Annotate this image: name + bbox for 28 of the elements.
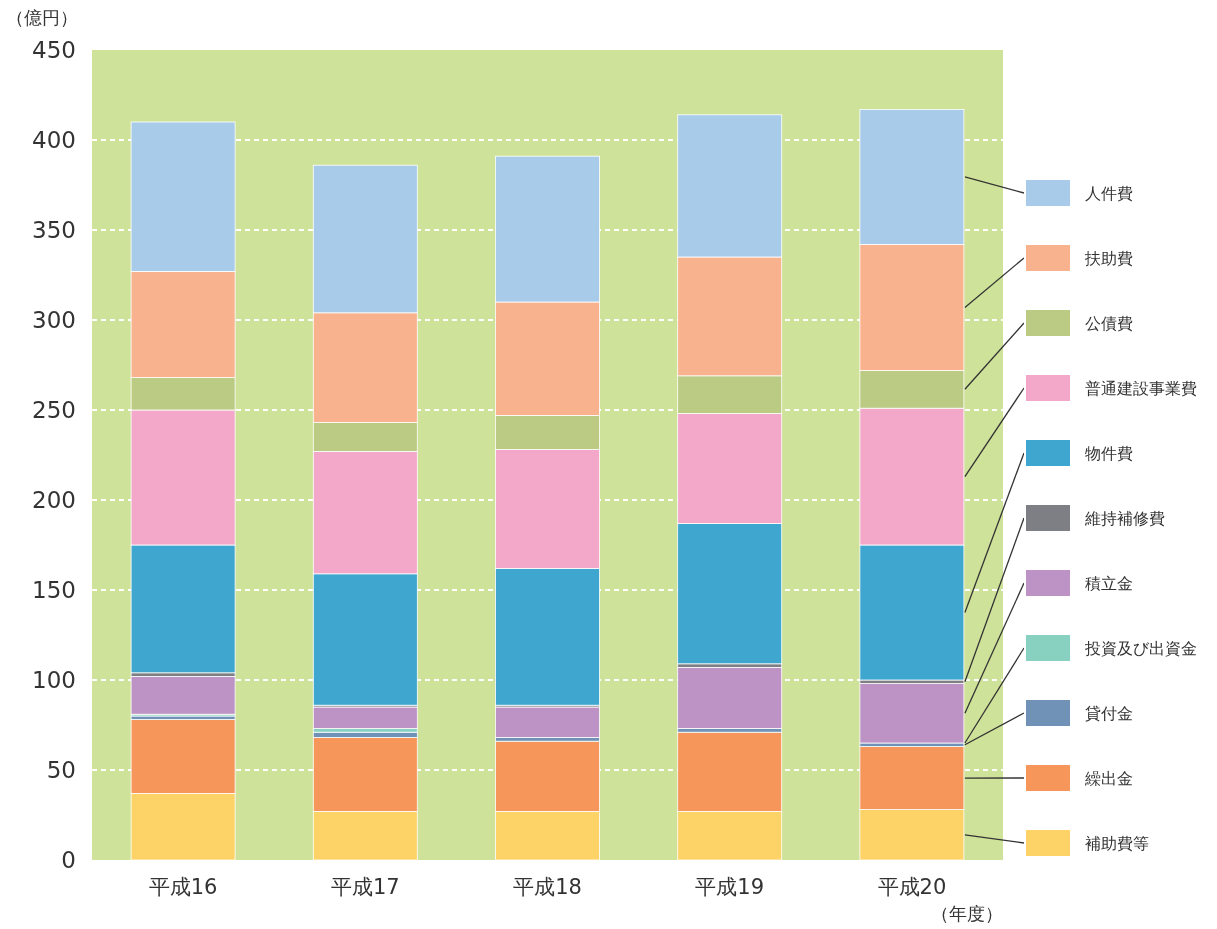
y-tick-label: 0 xyxy=(61,847,76,873)
y-tick-label: 100 xyxy=(32,667,76,693)
legend-label: 公債費 xyxy=(1085,314,1133,333)
x-tick-label: 平成16 xyxy=(148,875,218,899)
y-axis-title: （億円） xyxy=(6,7,78,28)
y-tick-label: 150 xyxy=(32,577,76,603)
legend-label: 補助費等 xyxy=(1085,834,1149,853)
legend-label: 投資及び出資金 xyxy=(1084,639,1197,658)
legend-label: 貸付金 xyxy=(1085,704,1133,723)
legend-label: 繰出金 xyxy=(1084,769,1133,788)
x-tick-label: 平成17 xyxy=(330,875,400,899)
y-tick-label: 200 xyxy=(32,487,76,513)
legend-label: 扶助費 xyxy=(1084,249,1133,268)
x-tick-label: 平成18 xyxy=(513,875,582,899)
y-tick-label: 400 xyxy=(32,127,76,153)
y-tick-label: 250 xyxy=(32,397,76,423)
x-tick-label: 平成20 xyxy=(877,875,947,899)
legend-label: 物件費 xyxy=(1085,444,1133,463)
y-tick-label: 300 xyxy=(32,307,76,333)
y-tick-label: 450 xyxy=(32,37,76,63)
legend-label: 積立金 xyxy=(1085,574,1133,593)
legend-label: 維持補修費 xyxy=(1084,509,1165,528)
legend-label: 普通建設事業費 xyxy=(1085,379,1197,398)
x-tick-label: 平成19 xyxy=(695,875,765,899)
text: （年度） xyxy=(931,903,1003,924)
legend-label: 人件費 xyxy=(1085,184,1133,203)
y-tick-label: 50 xyxy=(46,757,76,783)
y-tick-label: 350 xyxy=(32,217,76,243)
